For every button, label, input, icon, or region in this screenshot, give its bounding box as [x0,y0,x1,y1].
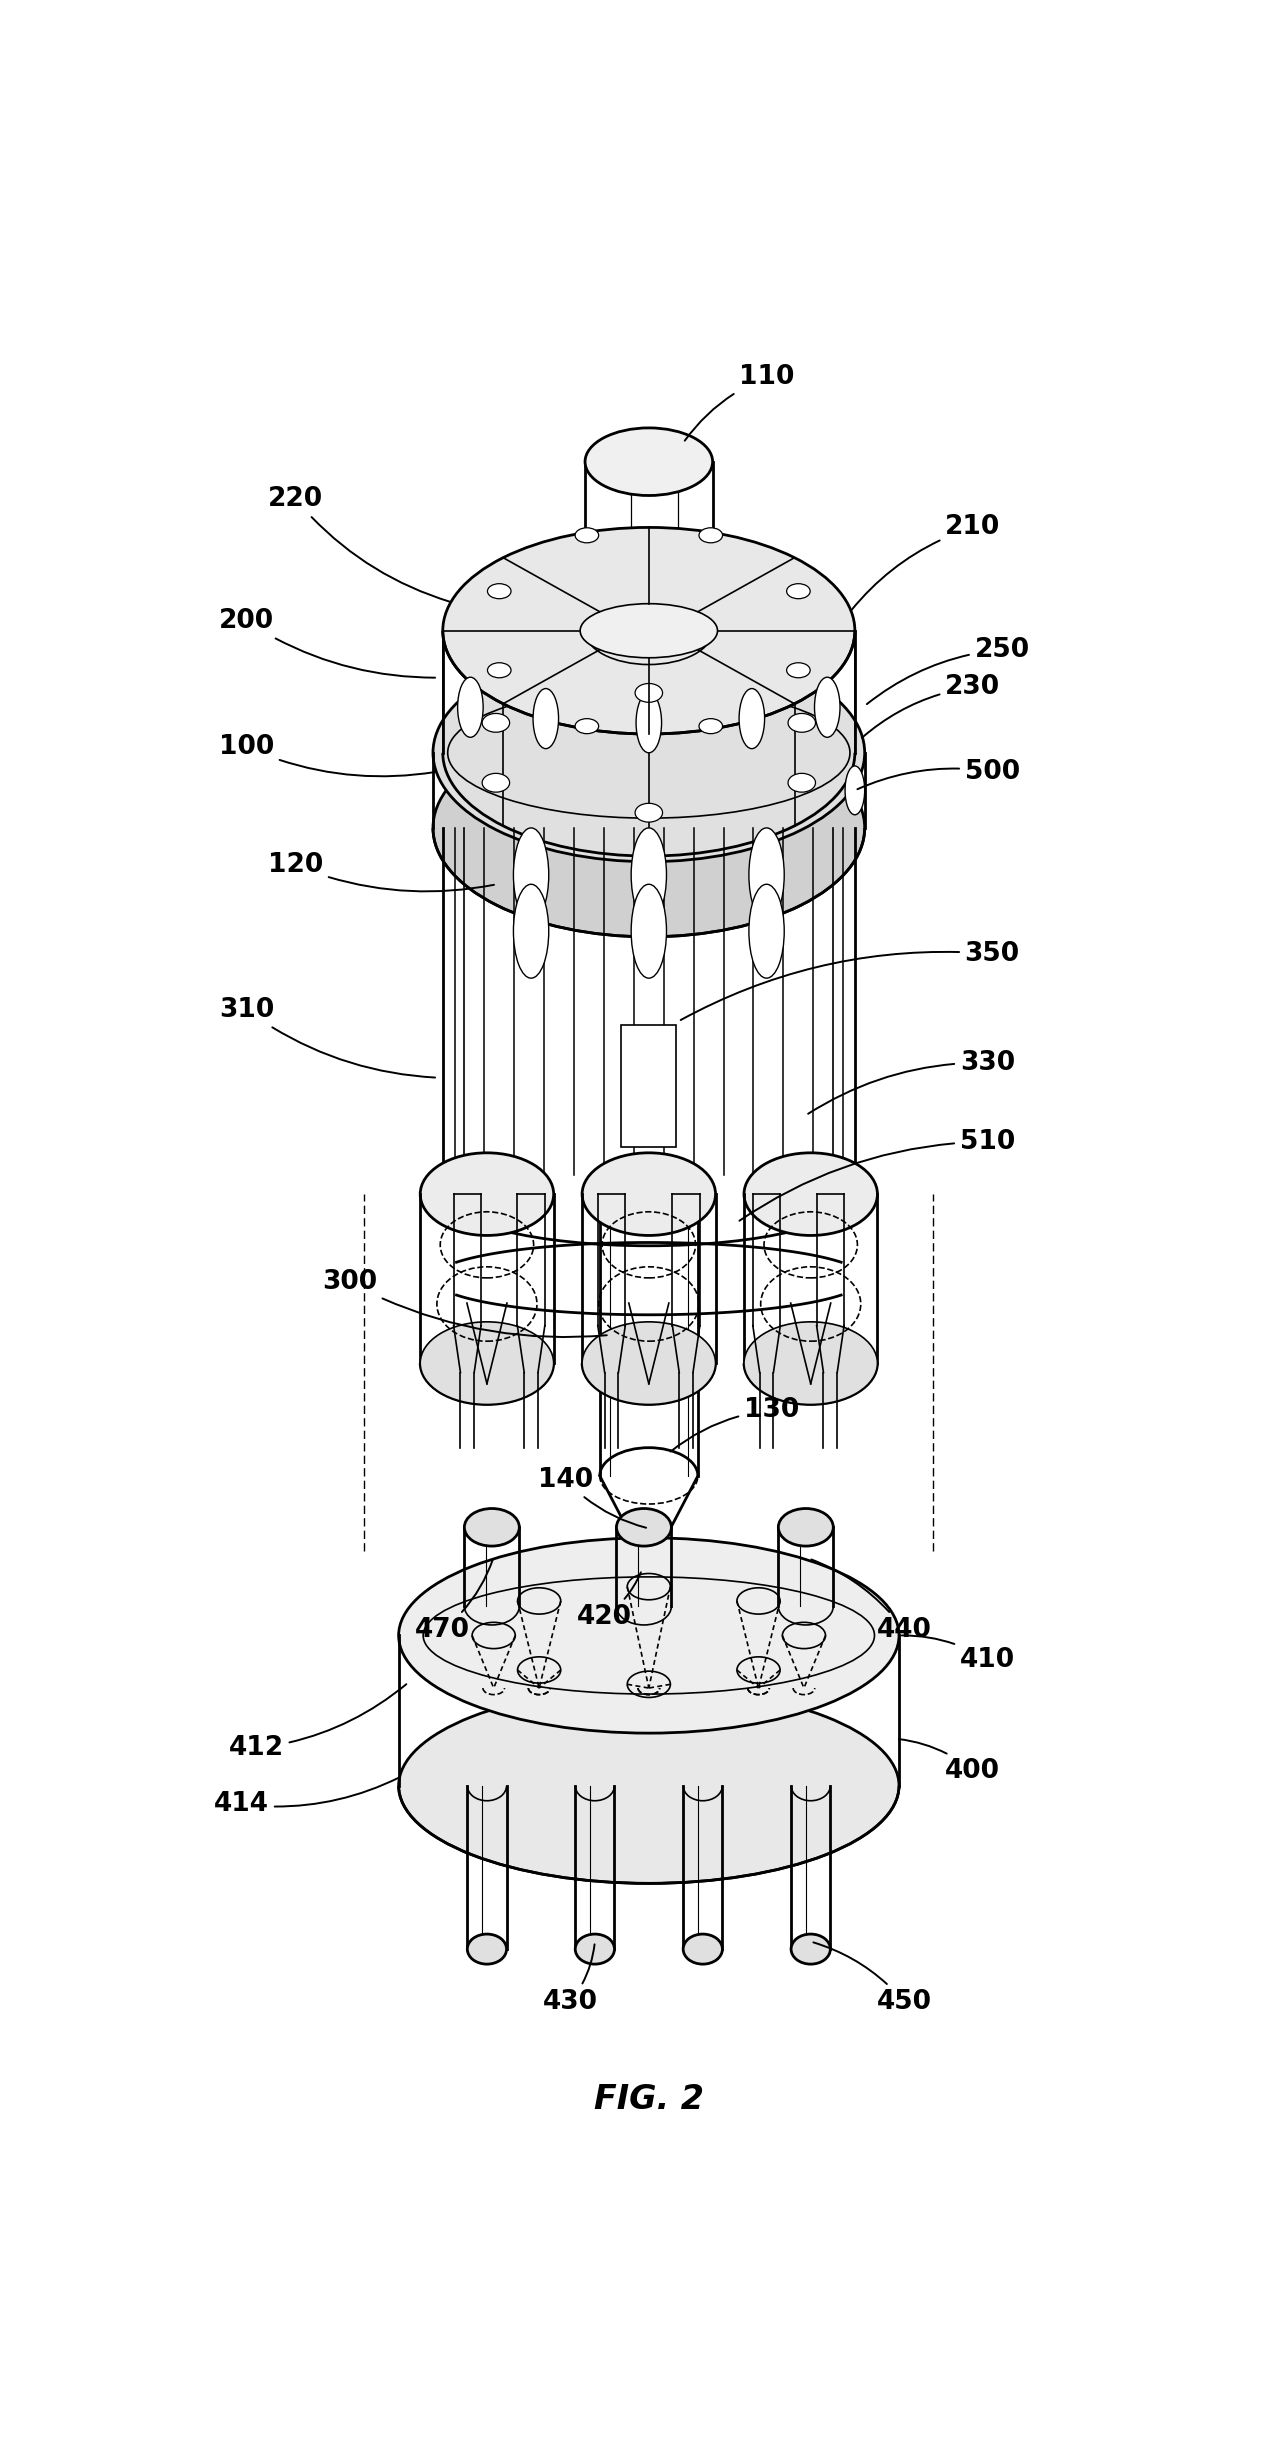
Text: 100: 100 [219,734,436,776]
Ellipse shape [779,1507,833,1546]
Ellipse shape [420,1154,553,1237]
Ellipse shape [585,427,713,495]
Text: 110: 110 [685,363,794,441]
Ellipse shape [433,644,865,861]
Text: 414: 414 [214,1778,399,1817]
Ellipse shape [787,773,815,793]
Ellipse shape [684,1934,723,1963]
Ellipse shape [399,1539,899,1734]
Ellipse shape [744,1322,877,1405]
Ellipse shape [787,715,815,732]
Text: 410: 410 [901,1637,1015,1673]
Text: 420: 420 [577,1573,641,1629]
Ellipse shape [487,663,511,678]
Ellipse shape [443,527,855,734]
Ellipse shape [575,720,599,734]
Ellipse shape [617,1507,671,1546]
Text: 412: 412 [229,1685,406,1761]
Ellipse shape [632,885,666,978]
Text: 300: 300 [322,1268,606,1337]
Text: 330: 330 [808,1049,1015,1115]
Ellipse shape [739,688,765,749]
Ellipse shape [575,1934,614,1963]
Ellipse shape [632,827,666,922]
Ellipse shape [533,688,558,749]
Ellipse shape [467,1934,506,1963]
Ellipse shape [433,720,865,937]
Ellipse shape [482,715,510,732]
Text: 130: 130 [671,1398,799,1451]
Ellipse shape [582,1322,715,1405]
Text: 440: 440 [812,1559,932,1644]
Text: 350: 350 [681,941,1020,1020]
Text: 510: 510 [739,1129,1015,1222]
Ellipse shape [420,1322,553,1405]
Ellipse shape [514,827,548,922]
Ellipse shape [636,693,662,754]
Text: 400: 400 [899,1739,1000,1783]
Ellipse shape [786,663,810,678]
Text: 310: 310 [219,998,436,1078]
Text: 220: 220 [268,485,449,602]
Text: 140: 140 [538,1466,646,1527]
Ellipse shape [699,720,723,734]
Text: FIG. 2: FIG. 2 [594,2083,704,2117]
Ellipse shape [580,605,718,659]
Text: 230: 230 [862,673,1000,739]
Ellipse shape [575,527,599,544]
Ellipse shape [399,1688,899,1883]
Ellipse shape [786,583,810,598]
Bar [622,1024,676,1146]
Ellipse shape [749,885,784,978]
Ellipse shape [749,827,784,922]
Ellipse shape [582,1154,715,1237]
Text: 430: 430 [543,1944,598,2015]
Ellipse shape [487,583,511,598]
Ellipse shape [514,885,548,978]
Ellipse shape [482,773,510,793]
Text: 210: 210 [852,515,1000,610]
Ellipse shape [636,802,662,822]
Ellipse shape [791,1934,830,1963]
Ellipse shape [744,1154,877,1237]
Text: 500: 500 [857,759,1020,790]
Ellipse shape [636,683,662,702]
Ellipse shape [443,649,855,856]
Ellipse shape [699,527,723,544]
Ellipse shape [465,1507,519,1546]
Text: 450: 450 [813,1941,932,2015]
Text: 200: 200 [219,607,436,678]
Ellipse shape [457,678,484,737]
Ellipse shape [814,678,841,737]
Text: 120: 120 [268,854,494,890]
Text: 470: 470 [415,1559,492,1644]
Text: 250: 250 [867,637,1029,705]
Ellipse shape [846,766,865,815]
